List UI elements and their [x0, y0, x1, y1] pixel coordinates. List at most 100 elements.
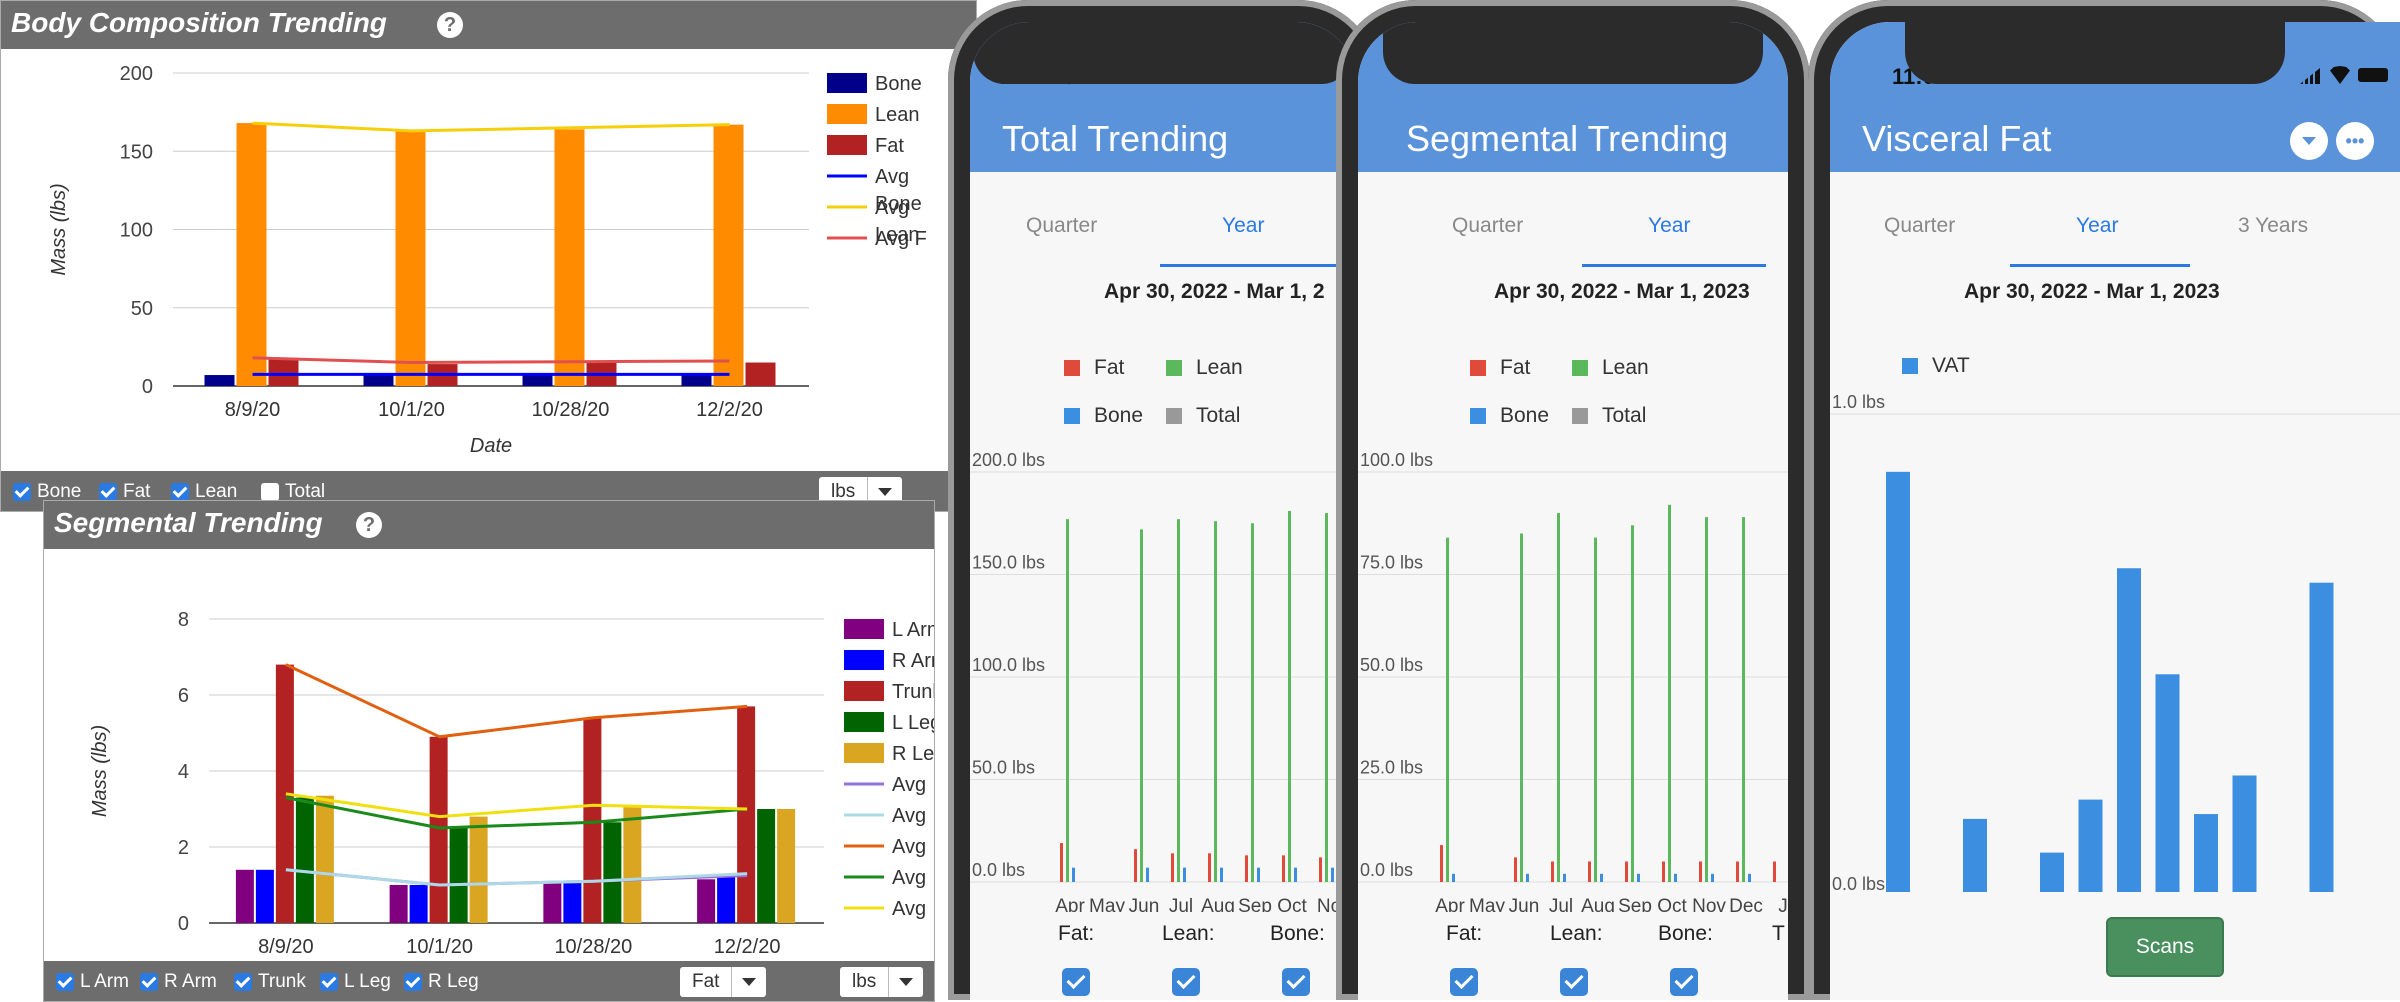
checkbox-box[interactable]: [320, 973, 338, 991]
bone-checkbox[interactable]: [1282, 968, 1310, 996]
type-select[interactable]: Fat: [680, 967, 767, 997]
checkbox-box[interactable]: [13, 483, 31, 501]
bar-vat: [2040, 852, 2064, 892]
bar-bone: [1257, 867, 1260, 882]
legend-item-total: Total: [1166, 404, 1240, 428]
chevron-down-icon[interactable]: [867, 477, 902, 507]
chevron-down-icon[interactable]: [731, 967, 766, 997]
bar-fat: [1208, 853, 1211, 882]
seg-panel-footer: L Arm R Arm Trunk L Leg R Leg Fat lbs: [44, 961, 934, 1001]
checkbox-box[interactable]: [234, 973, 252, 991]
bar-fat: [1245, 855, 1248, 882]
bar-bone: [1220, 867, 1223, 882]
legend-label: L Arm: [892, 619, 934, 641]
checkbox-box[interactable]: [99, 483, 117, 501]
bar-bone: [1072, 867, 1075, 882]
x-tick-label: Nov: [1692, 896, 1726, 912]
bar-fat: [1551, 861, 1554, 882]
app-title: Total Trending: [1002, 118, 1229, 159]
phone-screen: 11:02 Segmental Trending Quarter Year Ap…: [1358, 22, 1788, 1000]
seg-panel-title: Segmental Trending: [54, 507, 323, 538]
checkbox-trunk[interactable]: Trunk: [234, 971, 306, 993]
legend-item-total: Total: [1572, 404, 1646, 428]
y-tick-label: 1.0 lbs: [1832, 392, 1885, 412]
fat-checkbox[interactable]: [1062, 968, 1090, 996]
tab-quarter[interactable]: Quarter: [1026, 214, 1098, 237]
bone-checkbox[interactable]: [1670, 968, 1698, 996]
bar-trunk: [583, 717, 602, 923]
bar-vat: [1963, 818, 1987, 892]
bar-l-arm: [543, 883, 562, 923]
fat-checkbox[interactable]: [1450, 968, 1478, 996]
bar-lean: [1325, 513, 1328, 882]
checkbox-fat[interactable]: Fat: [99, 481, 150, 503]
checkbox-l-leg[interactable]: L Leg: [320, 971, 391, 993]
x-tick-label: 10/28/20: [554, 936, 632, 958]
x-tick-label: 8/9/20: [258, 936, 314, 958]
x-tick-label: 8/9/20: [225, 399, 281, 421]
checkbox-r-leg[interactable]: R Leg: [404, 971, 479, 993]
x-tick-label: Jun: [1129, 896, 1160, 912]
bar-bone: [1146, 867, 1149, 882]
help-icon[interactable]: ?: [437, 12, 463, 38]
checkbox-box[interactable]: [261, 483, 279, 501]
y-tick-label: 200: [120, 63, 153, 85]
tab-quarter[interactable]: Quarter: [1452, 214, 1524, 237]
tab-3-years[interactable]: 3 Years: [2238, 214, 2309, 237]
checkbox-box[interactable]: [140, 973, 158, 991]
y-tick-label: 100: [120, 220, 153, 242]
bar-lean: [1631, 525, 1634, 882]
y-tick-label: 4: [178, 761, 189, 783]
avg-line-avg-l-leg: [285, 796, 748, 830]
checkbox-bone[interactable]: Bone: [13, 481, 81, 503]
bar-r-arm: [255, 869, 274, 923]
tab-indicator: [1582, 264, 1766, 267]
bar-vat: [2155, 674, 2180, 892]
y-tick-label: 0: [178, 913, 189, 935]
checkbox-l-arm[interactable]: L Arm: [56, 971, 129, 993]
bar-bone: [1600, 873, 1603, 882]
checkbox-label: L Arm: [80, 971, 129, 992]
bar-bone: [1183, 867, 1186, 882]
bar-bone: [1711, 873, 1714, 882]
lean-checkbox[interactable]: [1560, 968, 1588, 996]
bar-vat: [2117, 568, 2141, 892]
tab-quarter[interactable]: Quarter: [1884, 214, 1956, 237]
legend-label: Avg: [892, 774, 926, 796]
tab-year[interactable]: Year: [1648, 214, 1691, 237]
phone-notch: [973, 22, 1353, 84]
tab-year[interactable]: Year: [1222, 214, 1265, 237]
x-tick-label: 10/1/20: [406, 936, 473, 958]
checkbox-lean[interactable]: Lean: [171, 481, 237, 503]
legend-label: Lean: [875, 104, 920, 126]
unit-select[interactable]: lbs: [840, 967, 924, 997]
legend-item-fat: Fat: [1470, 356, 1530, 380]
checkbox-box[interactable]: [56, 973, 74, 991]
more-icon[interactable]: •••: [2336, 122, 2374, 160]
body-composition-chart: 0 50 100 150 200 8/9/20 10/1/20 10/28/20 12/2/20…: [48, 63, 927, 457]
checkbox-box[interactable]: [404, 973, 422, 991]
legend-label: Total: [1196, 404, 1241, 427]
scans-button[interactable]: Scans: [2106, 917, 2224, 977]
chevron-down-icon[interactable]: [2290, 122, 2328, 160]
help-icon[interactable]: ?: [356, 512, 382, 538]
bar-lean: [1705, 517, 1708, 882]
legend-item-lean: Lean: [1572, 356, 1649, 380]
y-axis-title: Mass (lbs): [48, 183, 70, 275]
app-title: Segmental Trending: [1406, 118, 1729, 159]
segmental-trending-chart: 0.0 lbs 25.0 lbs 50.0 lbs 75.0 lbs 100.0 lbs…: [1358, 452, 1788, 912]
checkbox-total[interactable]: Total: [261, 481, 325, 503]
checkbox-box[interactable]: [171, 483, 189, 501]
app-title: Visceral Fat: [1862, 118, 2052, 159]
tab-year[interactable]: Year: [2076, 214, 2119, 237]
chevron-down-icon[interactable]: [888, 967, 923, 997]
total-label: T: [1772, 922, 1785, 945]
bar-lean: [713, 124, 744, 387]
checkbox-r-arm[interactable]: R Arm: [140, 971, 217, 993]
bar-bone: [1637, 873, 1640, 882]
lean-checkbox[interactable]: [1172, 968, 1200, 996]
legend-label: Avg: [875, 166, 909, 188]
legend-swatch: [1064, 360, 1080, 376]
x-tick-label: 12/2/20: [696, 399, 763, 421]
